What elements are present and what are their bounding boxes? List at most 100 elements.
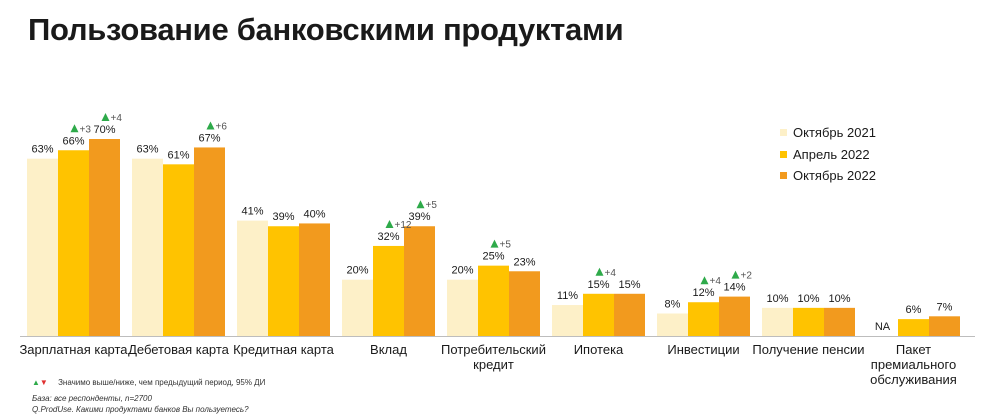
bar-salary-card-apr-2022 bbox=[58, 150, 89, 336]
category-label-debit-card: Дебетовая карта bbox=[128, 342, 230, 357]
category-label-consumer-credit-line-1: Потребительский bbox=[441, 342, 546, 357]
category-label-credit-card: Кредитная карта bbox=[233, 342, 335, 357]
significance-delta-salary-card-oct-2022: +4 bbox=[111, 113, 123, 124]
significance-delta-debit-card-oct-2022: +6 bbox=[216, 121, 228, 132]
significance-delta-investments-apr-2022: +4 bbox=[710, 276, 722, 287]
value-label-deposit-apr-2022: 32% bbox=[377, 231, 399, 243]
value-label-deposit-oct-2022: 39% bbox=[408, 211, 430, 223]
bar-consumer-credit-apr-2022 bbox=[478, 265, 509, 336]
up-down-arrows-icon: ▲▼ bbox=[32, 378, 48, 387]
value-label-debit-card-apr-2022: 61% bbox=[167, 149, 189, 161]
bar-salary-card-oct-2022 bbox=[89, 139, 120, 336]
category-label-premium-package-line-2: премиального bbox=[871, 357, 956, 372]
category-label-investments: Инвестиции bbox=[667, 342, 739, 357]
category-label-salary-card: Зарплатная карта bbox=[19, 342, 128, 357]
value-label-consumer-credit-oct-2021: 20% bbox=[451, 265, 473, 277]
significance-note-text: Значимо выше/ниже, чем предыдущий период… bbox=[58, 378, 266, 387]
legend-swatch-oct-2022 bbox=[780, 172, 787, 180]
value-label-consumer-credit-oct-2022: 23% bbox=[513, 256, 535, 268]
bar-mortgage-oct-2022 bbox=[614, 293, 645, 336]
bar-debit-card-apr-2022 bbox=[163, 164, 194, 336]
bar-pension-oct-2021 bbox=[762, 307, 793, 336]
legend-label-apr-2022: Апрель 2022 bbox=[793, 146, 870, 162]
value-label-mortgage-oct-2022: 15% bbox=[618, 279, 640, 291]
significance-up-arrow-icon-debit-card-oct-2022 bbox=[206, 121, 215, 130]
significance-up-arrow-icon-salary-card-oct-2022 bbox=[101, 113, 110, 121]
bar-consumer-credit-oct-2022 bbox=[509, 271, 540, 336]
significance-delta-mortgage-apr-2022: +4 bbox=[605, 268, 617, 279]
category-label-mortgage: Ипотека bbox=[574, 342, 624, 357]
value-label-investments-apr-2022: 12% bbox=[692, 287, 714, 299]
significance-footnote: ▲▼ Значимо выше/ниже, чем предыдущий пер… bbox=[32, 378, 265, 387]
significance-up-arrow-icon-salary-card-apr-2022 bbox=[70, 124, 79, 133]
value-label-debit-card-oct-2021: 63% bbox=[136, 144, 158, 156]
category-label-premium-package-line-1: Пакет bbox=[896, 342, 931, 357]
bar-mortgage-oct-2021 bbox=[552, 305, 583, 336]
bar-deposit-oct-2021 bbox=[342, 279, 373, 336]
bar-credit-card-oct-2021 bbox=[237, 220, 268, 336]
significance-up-arrow-icon-investments-apr-2022 bbox=[700, 276, 709, 285]
significance-delta-investments-oct-2022: +2 bbox=[741, 271, 753, 282]
legend-item-oct-2022: Октябрь 2022 bbox=[780, 165, 876, 187]
value-label-premium-package-apr-2022: 6% bbox=[906, 304, 922, 316]
value-label-pension-oct-2022: 10% bbox=[828, 293, 850, 305]
value-label-salary-card-oct-2022: 70% bbox=[93, 124, 115, 136]
value-label-pension-apr-2022: 10% bbox=[797, 293, 819, 305]
bar-salary-card-oct-2021 bbox=[27, 158, 58, 336]
significance-delta-salary-card-apr-2022: +3 bbox=[80, 124, 92, 135]
bar-debit-card-oct-2022 bbox=[194, 147, 225, 336]
bar-credit-card-oct-2022 bbox=[299, 223, 330, 336]
bar-credit-card-apr-2022 bbox=[268, 226, 299, 336]
value-label-salary-card-apr-2022: 66% bbox=[62, 135, 84, 147]
significance-up-arrow-icon-investments-oct-2022 bbox=[731, 270, 740, 279]
base-footnote: База: все респонденты, n=2700 bbox=[32, 394, 152, 403]
bar-consumer-credit-oct-2021 bbox=[447, 279, 478, 336]
bar-investments-oct-2021 bbox=[657, 313, 688, 336]
page-title: Пользование банковскими продуктами bbox=[28, 12, 624, 47]
significance-delta-deposit-oct-2022: +5 bbox=[426, 200, 438, 211]
significance-up-arrow-icon-consumer-credit-apr-2022 bbox=[490, 239, 499, 248]
legend-swatch-oct-2021 bbox=[780, 129, 787, 137]
value-label-debit-card-oct-2022: 67% bbox=[198, 132, 220, 144]
bar-pension-oct-2022 bbox=[824, 307, 855, 336]
value-label-mortgage-oct-2021: 11% bbox=[557, 290, 578, 302]
bar-pension-apr-2022 bbox=[793, 307, 824, 336]
category-label-deposit: Вклад bbox=[370, 342, 407, 357]
value-label-premium-package-oct-2022: 7% bbox=[937, 301, 953, 313]
bar-investments-apr-2022 bbox=[688, 302, 719, 336]
bar-investments-oct-2022 bbox=[719, 296, 750, 336]
legend-item-oct-2021: Октябрь 2021 bbox=[780, 122, 876, 144]
value-label-investments-oct-2021: 8% bbox=[665, 298, 681, 310]
legend-label-oct-2022: Октябрь 2022 bbox=[793, 168, 876, 184]
significance-up-arrow-icon-mortgage-apr-2022 bbox=[595, 267, 604, 276]
legend-item-apr-2022: Апрель 2022 bbox=[780, 144, 876, 166]
bar-premium-package-oct-2022 bbox=[929, 316, 960, 336]
category-label-pension: Получение пенсии bbox=[752, 342, 864, 357]
significance-up-arrow-icon-deposit-oct-2022 bbox=[416, 200, 425, 209]
bar-mortgage-apr-2022 bbox=[583, 293, 614, 336]
value-label-premium-package-oct-2021: NA bbox=[875, 321, 891, 333]
value-label-pension-oct-2021: 10% bbox=[766, 293, 788, 305]
bar-debit-card-oct-2021 bbox=[132, 158, 163, 336]
category-label-consumer-credit-line-2: кредит bbox=[473, 357, 514, 372]
bar-deposit-apr-2022 bbox=[373, 245, 404, 336]
value-label-investments-oct-2022: 14% bbox=[723, 282, 745, 294]
significance-delta-deposit-apr-2022: +12 bbox=[395, 220, 412, 231]
value-label-mortgage-apr-2022: 15% bbox=[587, 279, 609, 291]
bar-deposit-oct-2022 bbox=[404, 226, 435, 336]
significance-delta-consumer-credit-apr-2022: +5 bbox=[500, 240, 512, 251]
bar-premium-package-apr-2022 bbox=[898, 319, 929, 336]
legend-label-oct-2021: Октябрь 2021 bbox=[793, 125, 876, 141]
value-label-credit-card-apr-2022: 39% bbox=[272, 211, 294, 223]
chart-legend: Октябрь 2021 Апрель 2022 Октябрь 2022 bbox=[780, 122, 876, 187]
value-label-deposit-oct-2021: 20% bbox=[346, 265, 368, 277]
category-label-premium-package-line-3: обслуживания bbox=[870, 372, 957, 387]
significance-up-arrow-icon-deposit-apr-2022 bbox=[385, 219, 394, 228]
value-label-credit-card-oct-2022: 40% bbox=[303, 208, 325, 220]
value-label-credit-card-oct-2021: 41% bbox=[241, 206, 263, 218]
question-footnote: Q.ProdUse. Какими продуктами банков Вы п… bbox=[32, 405, 249, 414]
legend-swatch-apr-2022 bbox=[780, 150, 787, 158]
value-label-consumer-credit-apr-2022: 25% bbox=[482, 251, 504, 263]
value-label-salary-card-oct-2021: 63% bbox=[31, 144, 53, 156]
